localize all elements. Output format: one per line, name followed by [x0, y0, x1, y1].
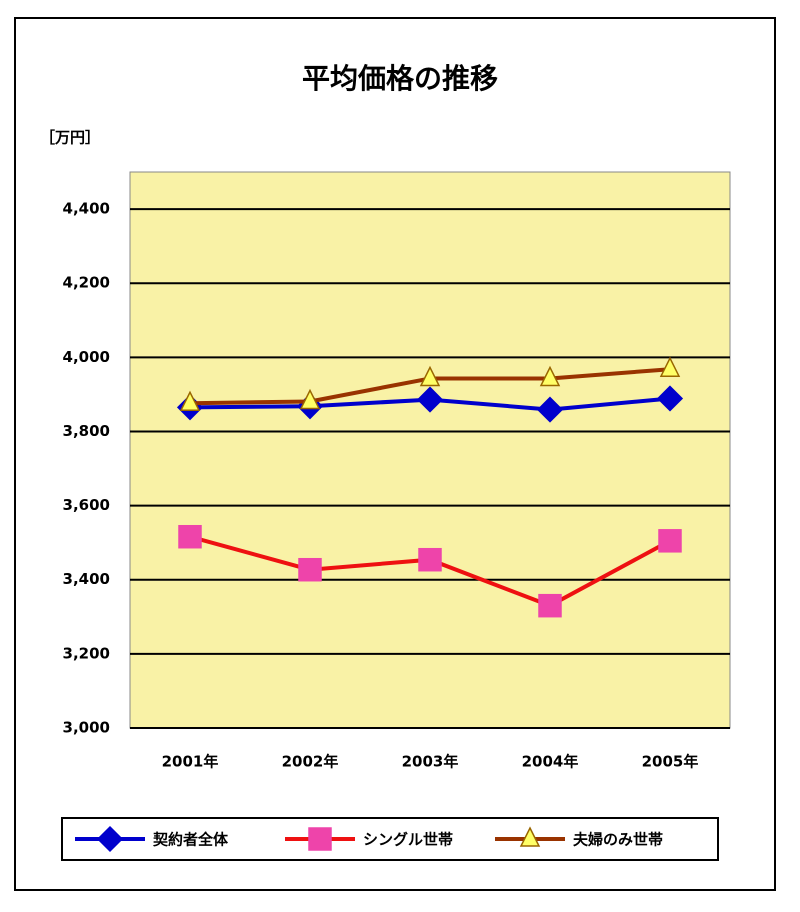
data-point — [299, 388, 321, 410]
data-point — [419, 365, 441, 387]
data-point — [298, 557, 322, 582]
legend-marker — [308, 827, 332, 851]
plot-area — [129, 171, 731, 729]
chart-title: 平均価格の推移 — [302, 62, 498, 95]
y-tick-label: 3,600 — [63, 496, 110, 514]
data-point — [536, 396, 564, 423]
data-point — [179, 390, 201, 412]
legend-label: 夫婦のみ世帯 — [573, 831, 663, 849]
data-point — [658, 529, 682, 553]
y-tick-label: 3,200 — [63, 644, 110, 662]
data-point — [538, 593, 562, 618]
y-tick-label: 4,200 — [63, 274, 110, 292]
x-tick-label: 2001年 — [162, 753, 219, 771]
data-point — [539, 365, 561, 387]
legend-marker — [519, 826, 541, 847]
x-tick-label: 2005年 — [642, 753, 699, 771]
x-tick-label: 2004年 — [522, 753, 579, 771]
data-point — [418, 547, 442, 572]
x-tick-label: 2003年 — [402, 753, 459, 771]
data-point — [659, 356, 681, 377]
legend-box — [61, 817, 719, 861]
x-tick-label: 2002年 — [282, 753, 339, 771]
data-point — [178, 524, 202, 549]
y-tick-label: 4,400 — [63, 200, 110, 218]
y-tick-label: 4,000 — [63, 348, 110, 366]
legend-label: シングル世帯 — [363, 831, 453, 849]
data-point — [416, 386, 444, 413]
y-tick-label: 3,800 — [63, 422, 110, 440]
y-unit-label: ［万円］ — [40, 129, 100, 147]
data-point — [656, 385, 684, 412]
legend-label: 契約者全体 — [152, 831, 229, 849]
y-tick-label: 3,400 — [63, 570, 110, 588]
y-tick-label: 3,000 — [63, 719, 110, 737]
legend-marker — [96, 825, 124, 853]
